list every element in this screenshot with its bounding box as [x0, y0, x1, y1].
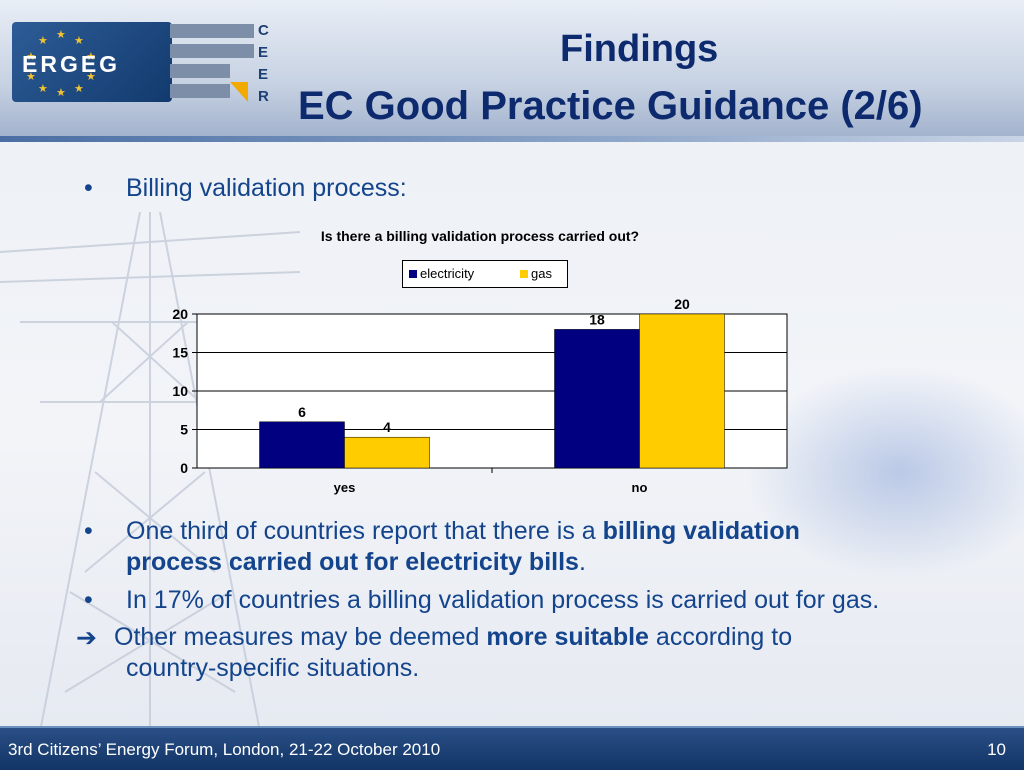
- x-tick-label: no: [632, 480, 648, 495]
- bar-electricity-no: [554, 329, 640, 469]
- bullet-other-measures-end: according to: [648, 623, 793, 651]
- x-tick-label: yes: [334, 480, 356, 495]
- bullet-one-third-end: .: [578, 548, 586, 576]
- legend-swatch-electricity: [409, 270, 417, 278]
- data-label: 20: [674, 296, 690, 312]
- data-label: 6: [298, 404, 306, 420]
- slide-header: ★ ★ ★ ★ ★ ★ ★ ★ ★ ★ ERGEG C E E R Findin…: [0, 0, 1024, 142]
- y-tick-label: 10: [172, 383, 188, 399]
- data-label: 4: [383, 419, 391, 435]
- ceer-letter-e1: E: [258, 44, 269, 61]
- chart-title: Is there a billing validation process ca…: [320, 228, 640, 244]
- bullet-other-measures: Other measures may be deemed more suitab…: [114, 623, 792, 652]
- bar-gas-no: [639, 313, 725, 469]
- bullet-one-third-bold-2: process carried out for electricity bill…: [126, 548, 579, 576]
- y-tick-label: 0: [180, 460, 188, 476]
- y-tick-label: 15: [172, 345, 188, 361]
- arrow-right-icon: ➔: [76, 624, 97, 652]
- ceer-letter-r: R: [258, 88, 269, 105]
- slide-subtitle: EC Good Practice Guidance (2/6): [298, 84, 923, 128]
- bullet-marker: •: [84, 517, 93, 545]
- legend-label-gas: gas: [531, 266, 552, 281]
- ceer-letter-c: C: [258, 22, 269, 39]
- ergeg-logo-text: ERGEG: [22, 51, 121, 77]
- bullet-one-third-bold: billing validation: [602, 517, 800, 545]
- bullet-billing-validation: Billing validation process:: [126, 174, 407, 202]
- bullet-one-third-continued: process carried out for electricity bill…: [126, 548, 586, 577]
- bullet-marker: •: [84, 586, 93, 614]
- footer-event: 3rd Citizens’ Energy Forum, London, 21-2…: [8, 740, 441, 759]
- bullet-other-measures-line2: country-specific situations.: [126, 654, 420, 682]
- chart-panel: Is there a billing validation process ca…: [162, 216, 798, 506]
- bullet-other-measures-bold: more suitable: [486, 623, 649, 651]
- y-tick-label: 5: [180, 422, 188, 438]
- legend-label-electricity: electricity: [420, 266, 475, 281]
- bullet-marker: •: [84, 174, 93, 202]
- ceer-logo: [170, 24, 256, 104]
- header-divider: [0, 136, 1024, 142]
- bar-electricity-yes: [259, 421, 345, 469]
- y-tick-label: 20: [172, 306, 188, 322]
- bullet-one-third-text: One third of countries report that there…: [126, 517, 603, 545]
- data-label: 18: [589, 311, 605, 327]
- bullet-gas-share: In 17% of countries a billing validation…: [126, 586, 880, 614]
- bullet-one-third: One third of countries report that there…: [126, 517, 800, 546]
- bar-gas-yes: [344, 436, 430, 469]
- ergeg-logo: ★ ★ ★ ★ ★ ★ ★ ★ ★ ★: [12, 22, 172, 102]
- ceer-logo-accent: [230, 82, 248, 102]
- slide-title: Findings: [560, 28, 719, 70]
- legend-swatch-gas: [520, 270, 528, 278]
- slide-footer: 3rd Citizens’ Energy Forum, London, 21-2…: [0, 726, 1024, 770]
- bullet-other-measures-text: Other measures may be deemed: [114, 623, 487, 651]
- chart-legend: electricity gas: [402, 260, 568, 288]
- bar-chart: 0 5 10 15 20 yes no 6 18 4 20: [172, 296, 788, 495]
- ceer-letter-e2: E: [258, 66, 269, 83]
- page-number: 10: [987, 740, 1006, 759]
